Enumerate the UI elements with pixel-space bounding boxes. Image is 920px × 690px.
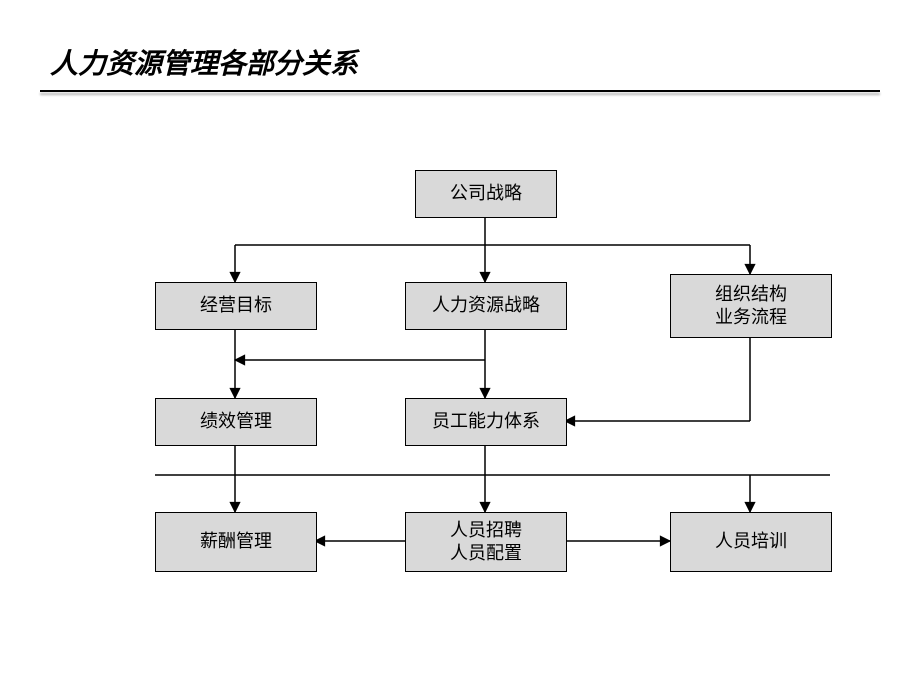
title-underline (40, 90, 880, 92)
slide: 人力资源管理各部分关系 公司战略经营目标 人力资源战略 组织结构 业务流程绩效管理 员… (0, 0, 920, 690)
flowchart-node-n8: 人员招聘 人员配置 (405, 512, 567, 572)
flowchart-node-n3: 人力资源战略 (405, 282, 567, 330)
flowchart-node-n9: 人员培训 (670, 512, 832, 572)
flowchart-node-n6: 员工能力体系 (405, 398, 567, 446)
flowchart-node-n2: 经营目标 (155, 282, 317, 330)
flowchart-node-n5: 绩效管理 (155, 398, 317, 446)
flowchart-node-n1: 公司战略 (415, 170, 557, 218)
flowchart-node-n4: 组织结构 业务流程 (670, 274, 832, 338)
page-title: 人力资源管理各部分关系 (50, 42, 358, 82)
flowchart-edges (0, 0, 920, 690)
flowchart-node-n7: 薪酬管理 (155, 512, 317, 572)
